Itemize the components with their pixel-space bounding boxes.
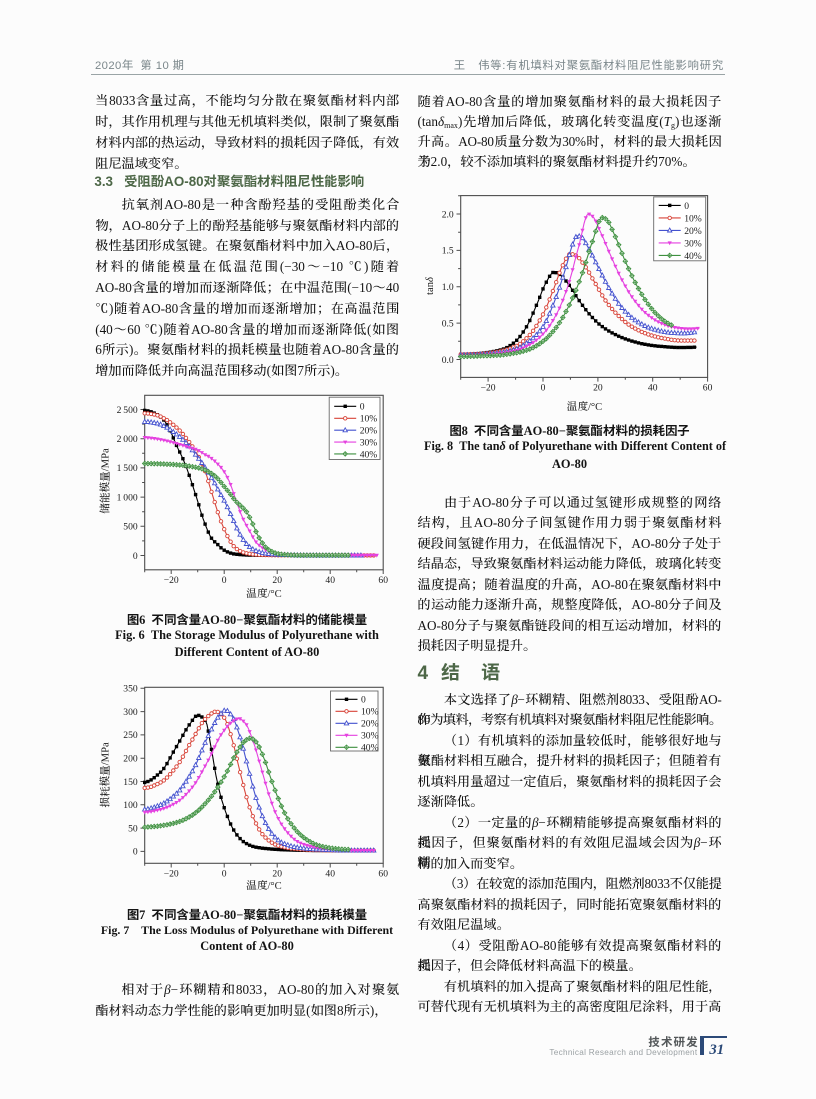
- svg-text:1 000: 1 000: [117, 492, 138, 503]
- svg-text:60: 60: [703, 383, 713, 394]
- svg-text:30%: 30%: [361, 731, 379, 742]
- svg-text:300: 300: [123, 707, 138, 718]
- svg-text:20%: 20%: [360, 426, 378, 437]
- svg-text:0.0: 0.0: [442, 355, 454, 366]
- svg-text:储能模量/MPa: 储能模量/MPa: [99, 448, 112, 514]
- svg-text:50: 50: [128, 823, 138, 834]
- svg-text:0: 0: [133, 847, 138, 858]
- svg-text:350: 350: [123, 684, 138, 695]
- svg-text:1.5: 1.5: [442, 246, 454, 257]
- svg-text:0: 0: [684, 201, 689, 212]
- svg-text:1.0: 1.0: [442, 282, 454, 293]
- svg-text:40: 40: [325, 575, 335, 586]
- svg-text:500: 500: [123, 522, 138, 533]
- svg-text:−20: −20: [164, 869, 179, 880]
- svg-text:20: 20: [272, 575, 282, 586]
- svg-text:−20: −20: [481, 383, 496, 394]
- svg-text:20: 20: [593, 383, 603, 394]
- svg-text:温度/°C: 温度/°C: [567, 400, 602, 413]
- svg-text:60: 60: [378, 869, 388, 880]
- svg-text:20%: 20%: [684, 226, 702, 237]
- svg-text:0.5: 0.5: [442, 318, 454, 329]
- svg-text:2 000: 2 000: [117, 434, 138, 445]
- svg-text:损耗模量/MPa: 损耗模量/MPa: [100, 742, 112, 808]
- svg-text:150: 150: [123, 777, 138, 788]
- svg-text:1 500: 1 500: [117, 463, 138, 474]
- svg-text:20%: 20%: [361, 719, 379, 730]
- svg-text:0: 0: [133, 551, 138, 562]
- svg-text:0: 0: [360, 402, 365, 413]
- svg-text:40: 40: [648, 383, 658, 394]
- svg-text:2 500: 2 500: [117, 405, 138, 416]
- svg-text:10%: 10%: [684, 213, 702, 224]
- svg-text:250: 250: [123, 730, 138, 741]
- svg-text:tanδ: tanδ: [425, 276, 436, 295]
- svg-text:100: 100: [123, 800, 138, 811]
- svg-text:40: 40: [325, 869, 335, 880]
- svg-text:40%: 40%: [360, 449, 378, 460]
- svg-text:0: 0: [361, 695, 366, 706]
- svg-text:200: 200: [123, 754, 138, 765]
- svg-text:0: 0: [222, 575, 227, 586]
- svg-text:0: 0: [541, 383, 546, 394]
- svg-text:−20: −20: [164, 575, 179, 586]
- svg-text:30%: 30%: [684, 238, 702, 249]
- svg-text:40%: 40%: [361, 743, 379, 754]
- svg-text:10%: 10%: [361, 707, 379, 718]
- svg-text:20: 20: [272, 869, 282, 880]
- svg-text:10%: 10%: [360, 414, 378, 425]
- svg-text:30%: 30%: [360, 438, 378, 449]
- svg-text:温度/°C: 温度/°C: [246, 879, 281, 892]
- svg-text:40%: 40%: [684, 251, 702, 262]
- svg-text:0: 0: [222, 869, 227, 880]
- svg-text:2.0: 2.0: [442, 209, 454, 220]
- svg-text:60: 60: [378, 575, 388, 586]
- svg-text:温度/°C: 温度/°C: [246, 587, 281, 600]
